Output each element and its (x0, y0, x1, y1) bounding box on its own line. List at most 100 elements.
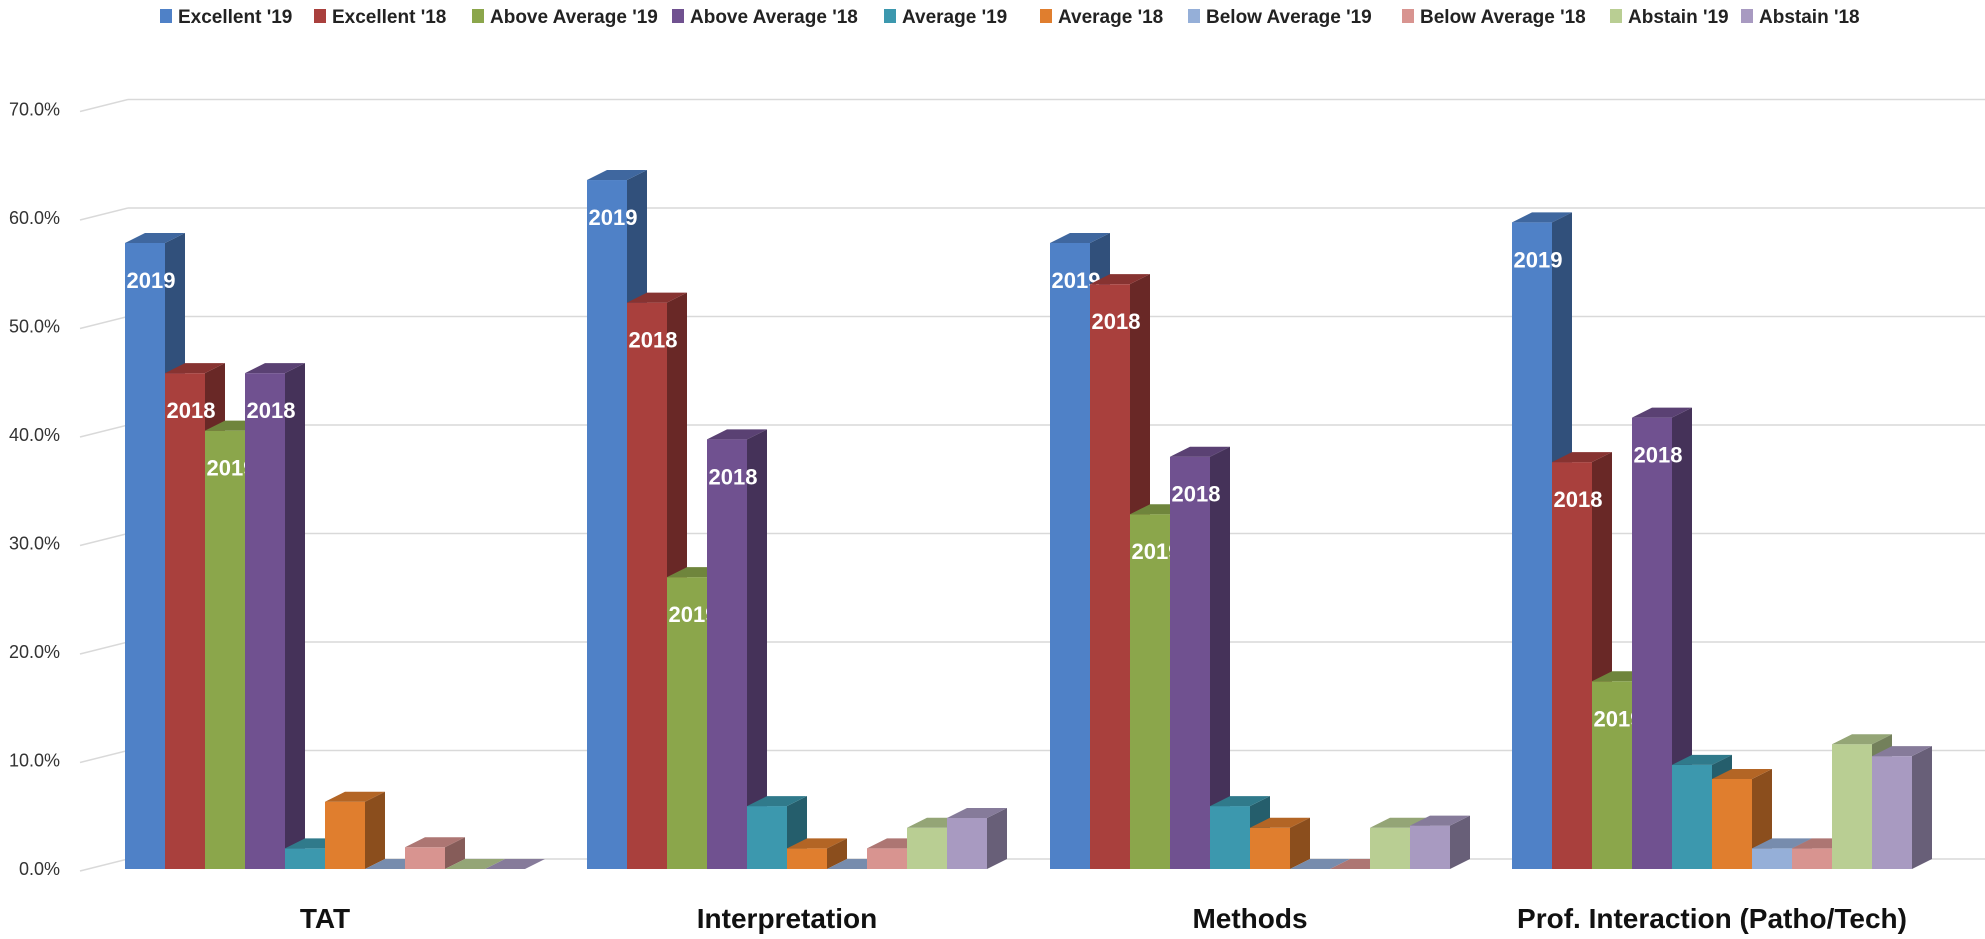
gridline-side (79, 532, 129, 547)
bar-front (1410, 825, 1450, 869)
bar-data-label: 2019 (1514, 247, 1563, 272)
legend-swatch (672, 9, 684, 23)
bar-front (1050, 242, 1090, 869)
legend-item: Abstain '18 (1741, 7, 1860, 28)
bar-top (1872, 746, 1932, 757)
bar-front (667, 577, 707, 869)
bar-top (1832, 734, 1892, 745)
bar (787, 838, 847, 869)
legend-label: Above Average '19 (490, 7, 658, 28)
bar-front (1130, 514, 1170, 869)
y-tick-label: 30.0% (9, 534, 60, 554)
bar-front (747, 806, 787, 869)
legend-item: Below Average '19 (1188, 7, 1372, 28)
legend-item: Average '18 (1040, 7, 1163, 28)
bar-top (627, 292, 687, 303)
legend-label: Above Average '18 (690, 7, 858, 28)
x-category-label: TAT (300, 903, 350, 934)
bar-front (587, 180, 627, 869)
bar (1250, 817, 1310, 869)
legend-label: Abstain '18 (1759, 7, 1860, 28)
bar-side (1450, 815, 1470, 869)
bar-top (1210, 796, 1270, 807)
legend-swatch (1610, 9, 1622, 23)
legend-label: Excellent '19 (178, 7, 292, 28)
bar-data-label: 2018 (629, 328, 678, 353)
legend-item: Excellent '19 (160, 7, 292, 28)
bar-front (1250, 827, 1290, 869)
bar-front (1832, 744, 1872, 869)
x-category-label: Methods (1192, 903, 1307, 934)
bar-top (1050, 232, 1110, 243)
bar-top (787, 838, 847, 849)
bar-front (907, 827, 947, 869)
bar-side (1672, 407, 1692, 869)
legend-label: Excellent '18 (332, 7, 446, 28)
bar-front (205, 430, 245, 869)
bar-top (1090, 274, 1150, 285)
y-tick-label: 40.0% (9, 425, 60, 445)
y-tick-label: 50.0% (9, 317, 60, 337)
gridline-side (79, 315, 129, 330)
bar-front (325, 801, 365, 869)
bar-front (1370, 827, 1410, 869)
bar-front (1090, 284, 1130, 869)
bar-side (987, 808, 1007, 869)
bar-side (285, 363, 305, 869)
bar-front (1672, 764, 1712, 869)
legend-swatch (1402, 9, 1414, 23)
bar-top (1552, 452, 1612, 463)
bar-front (947, 818, 987, 869)
bar-side (1290, 817, 1310, 869)
legend-label: Abstain '19 (1628, 7, 1729, 28)
bar-data-label: 2018 (1634, 443, 1683, 468)
bar-front (867, 848, 907, 869)
bar (1410, 815, 1470, 869)
bar-front (707, 439, 747, 869)
y-tick-label: 60.0% (9, 208, 60, 228)
legend: Excellent '19 Excellent '18 Above Average … (160, 7, 1860, 28)
legend-swatch (1741, 9, 1753, 23)
bar (1832, 734, 1892, 869)
bar (1872, 746, 1932, 869)
bar-top (1672, 754, 1732, 765)
legend-item: Average '19 (884, 7, 1007, 28)
bar (485, 859, 545, 869)
gridline-side (79, 641, 129, 655)
bar-top (947, 808, 1007, 819)
bar-side (1912, 746, 1932, 869)
bar-front (1632, 417, 1672, 869)
legend-swatch (314, 9, 326, 23)
legend-label: Below Average '19 (1206, 7, 1372, 28)
plot-area: 2019201820192018TAT2019201820192018Inter… (125, 170, 1932, 934)
gridline-side (79, 858, 129, 872)
legend-item: Abstain '19 (1610, 7, 1729, 28)
bar-data-label: 2018 (709, 464, 758, 489)
bar-data-label: 2018 (247, 398, 296, 423)
y-tick-label: 0.0% (19, 859, 60, 879)
bar (947, 808, 1007, 869)
legend-item: Above Average '19 (472, 7, 658, 28)
bar-front (1592, 681, 1632, 869)
legend-item: Above Average '18 (672, 7, 858, 28)
bar-front (787, 848, 827, 869)
bar: 2018 (1632, 407, 1692, 869)
bar-front (1170, 456, 1210, 869)
bar (405, 837, 465, 869)
bar-data-label: 2019 (589, 205, 638, 230)
bar-front (285, 848, 325, 869)
bar-front (1210, 806, 1250, 869)
x-category-label: Interpretation (697, 903, 877, 934)
bar-front (1752, 848, 1792, 869)
bar: 2018 (1170, 446, 1230, 869)
bar-front (1792, 848, 1832, 869)
legend-swatch (1040, 9, 1052, 23)
bar-top (587, 170, 647, 181)
y-tick-label: 10.0% (9, 751, 60, 771)
legend-label: Average '18 (1058, 7, 1163, 28)
bar-front (1512, 222, 1552, 870)
bar-side (445, 837, 465, 869)
